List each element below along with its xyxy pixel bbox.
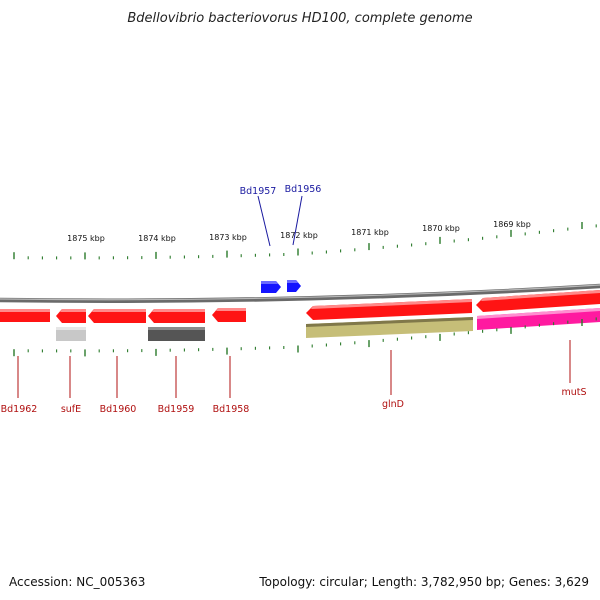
- gene-label-bd1957[interactable]: Bd1957: [240, 186, 277, 197]
- gene-arrow-bd1962[interactable]: [0, 309, 50, 322]
- feature-bars: [56, 308, 600, 341]
- map-title: Bdellovibrio bacteriovorus HD100, comple…: [127, 11, 472, 26]
- feature-bar-shine: [148, 327, 205, 330]
- gene-arrow-shine: [0, 309, 50, 312]
- tick-label: 1871 kbp: [351, 228, 389, 237]
- topology-summary: Topology: circular; Length: 3,782,950 bp…: [258, 575, 589, 589]
- tick-label: 1872 kbp: [280, 231, 318, 240]
- leader-bd1956: [292, 195, 303, 246]
- feature-bar-shine: [56, 327, 86, 330]
- gene-arrow-bd1960[interactable]: [88, 309, 146, 323]
- gene-label-muts[interactable]: mutS: [561, 387, 586, 398]
- gene-arrow-shine: [311, 299, 472, 309]
- gene-arrow-muts[interactable]: [476, 290, 600, 312]
- gene-arrow-sufe[interactable]: [56, 309, 86, 323]
- feature-bar-shine: [306, 317, 473, 327]
- tick-label: 1873 kbp: [209, 233, 247, 242]
- genome-backbone: [0, 283, 600, 303]
- gene-arrow-shine: [216, 308, 246, 311]
- reverse-genes: [0, 290, 600, 323]
- gene-arrow-shine: [152, 309, 205, 312]
- gene-arrow-shine: [481, 290, 600, 301]
- gene-arrow-glnd[interactable]: [306, 299, 472, 320]
- gene-label-bd1956[interactable]: Bd1956: [285, 184, 322, 195]
- feature-bar-light-gray: [56, 327, 86, 341]
- gene-label-bd1960[interactable]: Bd1960: [100, 404, 137, 415]
- tick-label: 1875 kbp: [67, 234, 105, 243]
- gene-label-bd1962[interactable]: Bd1962: [1, 404, 38, 415]
- genome-backbone-highlight: [0, 284, 600, 301]
- gene-label-bd1958[interactable]: Bd1958: [213, 404, 250, 415]
- gene-label-bd1959[interactable]: Bd1959: [158, 404, 195, 415]
- scale-ticks-top: [13, 222, 597, 260]
- gene-arrow-shine: [60, 309, 86, 312]
- gene-arrow-bd1958[interactable]: [212, 308, 246, 322]
- feature-bar-magenta: [477, 308, 600, 330]
- tick-label: 1870 kbp: [422, 224, 460, 233]
- feature-bar-dark-gray: [148, 327, 205, 341]
- forward-genes: [261, 280, 301, 293]
- gene-label-leaders: [17, 195, 571, 398]
- gene-arrow-shine: [92, 309, 146, 312]
- gene-arrow-bd1959[interactable]: [148, 309, 205, 323]
- leader-bd1957: [257, 195, 271, 247]
- scale-tick-labels: 1875 kbp 1874 kbp 1873 kbp 1872 kbp 1871…: [67, 220, 531, 243]
- gene-label-sufe[interactable]: sufE: [61, 404, 81, 415]
- gene-labels: Bd1957 Bd1956 Bd1962 sufE Bd1960 Bd1959 …: [1, 184, 587, 415]
- accession-text: Accession: NC_005363: [9, 575, 145, 589]
- tick-label: 1869 kbp: [493, 220, 531, 229]
- tick-label: 1874 kbp: [138, 234, 176, 243]
- gene-arrow-bd1956-shine: [287, 280, 298, 283]
- gene-arrow-bd1957-shine: [261, 281, 278, 284]
- feature-bar-shine: [477, 308, 600, 319]
- scale-ticks-bottom: [13, 317, 597, 357]
- gene-label-glnd[interactable]: glnD: [382, 399, 404, 410]
